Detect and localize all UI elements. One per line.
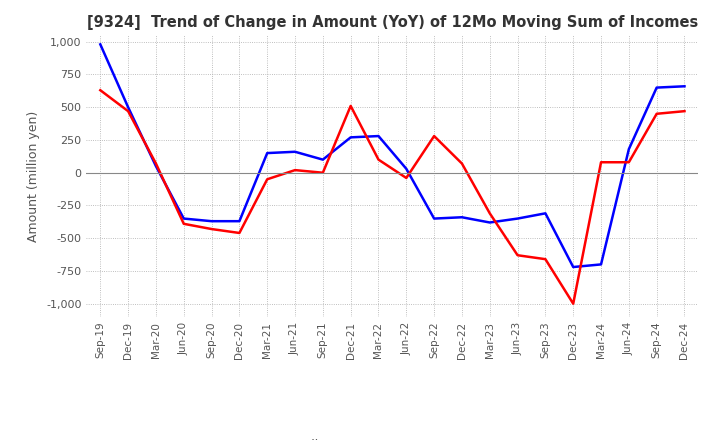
- Ordinary Income: [458, 215, 467, 220]
- Net Income: [569, 301, 577, 306]
- Net Income: [291, 168, 300, 173]
- Net Income: [402, 175, 410, 180]
- Net Income: [597, 160, 606, 165]
- Ordinary Income: [291, 149, 300, 154]
- Net Income: [652, 111, 661, 117]
- Net Income: [680, 109, 689, 114]
- Legend: Ordinary Income, Net Income: Ordinary Income, Net Income: [246, 434, 539, 440]
- Line: Net Income: Net Income: [100, 90, 685, 304]
- Net Income: [179, 221, 188, 227]
- Net Income: [235, 230, 243, 235]
- Ordinary Income: [263, 150, 271, 156]
- Net Income: [458, 161, 467, 166]
- Ordinary Income: [652, 85, 661, 90]
- Title: [9324]  Trend of Change in Amount (YoY) of 12Mo Moving Sum of Incomes: [9324] Trend of Change in Amount (YoY) o…: [87, 15, 698, 30]
- Ordinary Income: [235, 219, 243, 224]
- Ordinary Income: [597, 262, 606, 267]
- Net Income: [207, 227, 216, 232]
- Ordinary Income: [485, 220, 494, 225]
- Net Income: [318, 170, 327, 176]
- Ordinary Income: [318, 157, 327, 162]
- Ordinary Income: [402, 166, 410, 172]
- Net Income: [96, 88, 104, 93]
- Net Income: [124, 109, 132, 114]
- Ordinary Income: [541, 211, 550, 216]
- Ordinary Income: [96, 42, 104, 47]
- Y-axis label: Amount (million yen): Amount (million yen): [27, 110, 40, 242]
- Net Income: [263, 176, 271, 182]
- Ordinary Income: [346, 135, 355, 140]
- Line: Ordinary Income: Ordinary Income: [100, 44, 685, 267]
- Net Income: [374, 157, 383, 162]
- Net Income: [513, 253, 522, 258]
- Ordinary Income: [680, 84, 689, 89]
- Net Income: [430, 133, 438, 139]
- Ordinary Income: [513, 216, 522, 221]
- Ordinary Income: [430, 216, 438, 221]
- Ordinary Income: [207, 219, 216, 224]
- Net Income: [152, 161, 161, 166]
- Ordinary Income: [569, 264, 577, 270]
- Net Income: [485, 211, 494, 216]
- Net Income: [346, 103, 355, 109]
- Ordinary Income: [374, 133, 383, 139]
- Ordinary Income: [624, 147, 633, 152]
- Ordinary Income: [179, 216, 188, 221]
- Net Income: [541, 257, 550, 262]
- Net Income: [624, 160, 633, 165]
- Ordinary Income: [152, 164, 161, 169]
- Ordinary Income: [124, 105, 132, 110]
